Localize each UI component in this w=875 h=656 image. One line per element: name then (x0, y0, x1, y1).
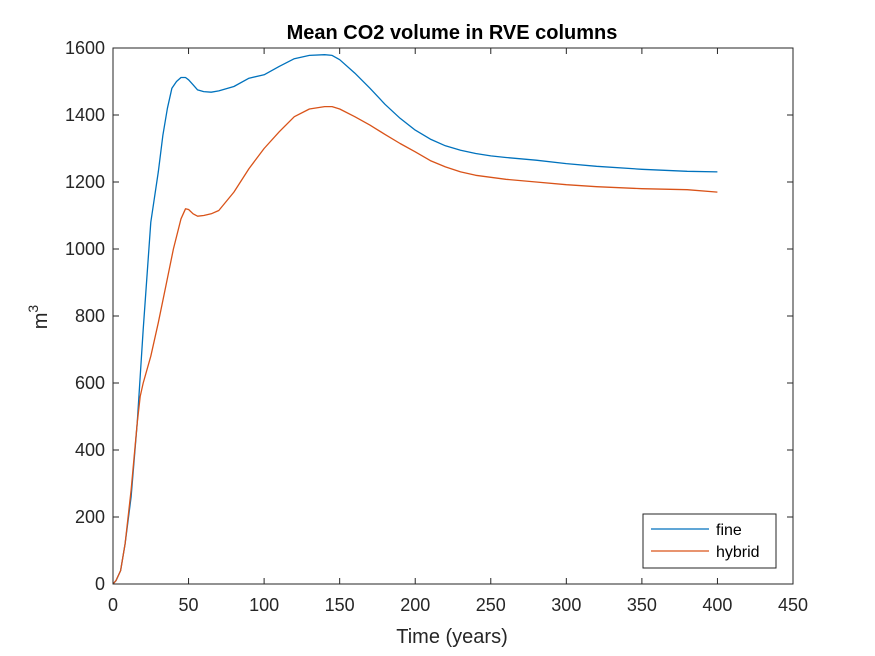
chart-title: Mean CO2 volume in RVE columns (287, 22, 618, 44)
axes-layer: 0 50 100 150 200 250 300 350 400 450 0 200 400 600 800… (65, 38, 808, 615)
y-tick-label: 1400 (65, 105, 105, 125)
y-tick-label: 1600 (65, 38, 105, 58)
legend-label-fine: fine (716, 522, 742, 539)
legend: fine hybrid (642, 513, 777, 569)
y-tick-label: 1200 (65, 172, 105, 192)
plot-area (113, 48, 793, 584)
x-tick-label: 0 (108, 595, 118, 615)
x-tick-label: 300 (551, 595, 581, 615)
y-tick-label: 0 (95, 574, 105, 594)
x-tick-label: 50 (179, 595, 199, 615)
y-axis-title-unit: m (30, 313, 52, 330)
y-tick-label: 600 (75, 373, 105, 393)
x-tick-label: 400 (702, 595, 732, 615)
x-tick-label: 150 (325, 595, 355, 615)
series-line-hybrid (112, 105, 718, 585)
x-tick-label: 250 (476, 595, 506, 615)
x-tick-label: 200 (400, 595, 430, 615)
legend-label-hybrid: hybrid (716, 544, 760, 561)
y-axis-title-superscript: 3 (25, 305, 41, 313)
y-tick-label: 1000 (65, 239, 105, 259)
x-axis-title: Time (years) (396, 626, 507, 648)
x-tick-label: 100 (249, 595, 279, 615)
y-tick-label: 400 (75, 440, 105, 460)
legend-box (642, 513, 777, 569)
y-axis-title: m3 (25, 305, 52, 330)
x-tick-label: 450 (778, 595, 808, 615)
series-layer (112, 54, 718, 585)
series-line-fine (112, 54, 718, 585)
plot-background (113, 48, 793, 584)
y-tick-label: 200 (75, 507, 105, 527)
x-tick-label: 350 (627, 595, 657, 615)
y-tick-label: 800 (75, 306, 105, 326)
